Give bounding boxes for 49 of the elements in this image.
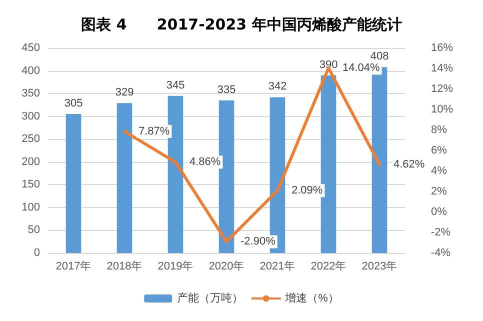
y2-tick-label: 10%	[431, 104, 454, 116]
y2-tick-label: 14%	[431, 62, 454, 74]
x-tick-label: 2022年	[310, 260, 346, 272]
data-label: 390	[319, 58, 338, 71]
x-tick-label: 2017年	[56, 260, 92, 272]
y-tick-label: 100	[22, 201, 40, 214]
data-label: -2.90%	[240, 236, 276, 248]
x-tick-label: 2019年	[158, 260, 194, 272]
data-label: 7.87%	[138, 125, 170, 138]
x-tick-label: 2023年	[362, 260, 398, 272]
data-label: 14.04%	[342, 62, 380, 74]
bar	[218, 100, 234, 253]
data-label: 345	[166, 79, 185, 92]
data-label: 305	[64, 98, 83, 110]
y-tick-label: 50	[28, 224, 40, 236]
data-label: 4.62%	[394, 158, 425, 171]
bar	[116, 103, 132, 253]
y-tick-label: 250	[22, 133, 40, 146]
chart-title: 图表 4 2017-2023 年中国丙烯酸产能统计	[81, 16, 402, 34]
y-tick-label: 350	[22, 88, 40, 100]
x-tick-label: 2020年	[208, 260, 244, 272]
y2-tick-label: 16%	[431, 42, 454, 54]
data-label: 408	[370, 50, 389, 63]
bar	[320, 75, 336, 253]
y2-tick-label: -2%	[431, 226, 451, 238]
y2-tick-label: 2%	[431, 186, 448, 198]
data-label: 335	[217, 84, 236, 96]
legend-label: 增速（%）	[284, 292, 339, 304]
y2-tick-label: 12%	[431, 83, 454, 95]
y-tick-label: 400	[22, 64, 40, 77]
y-tick-label: 0	[34, 247, 40, 259]
y-tick-label: 300	[22, 110, 40, 122]
y-tick-label: 200	[22, 156, 40, 168]
legend-label: 产能（万吨）	[177, 292, 244, 304]
bar	[66, 114, 82, 253]
data-label: 329	[115, 86, 134, 99]
bar	[168, 96, 184, 253]
y2-tick-label: -4%	[431, 247, 451, 259]
y2-tick-label: 8%	[431, 124, 448, 136]
x-tick-label: 2021年	[260, 260, 296, 272]
y2-tick-label: 4%	[431, 165, 448, 177]
data-label: 342	[268, 80, 287, 93]
y2-tick-label: 6%	[431, 144, 448, 156]
data-label: 4.86%	[190, 156, 221, 168]
y2-tick-label: 0%	[431, 206, 448, 218]
x-tick-label: 2018年	[106, 260, 142, 272]
y-tick-label: 150	[22, 178, 40, 191]
data-label: 2.09%	[292, 184, 323, 197]
y-tick-label: 450	[22, 42, 40, 54]
